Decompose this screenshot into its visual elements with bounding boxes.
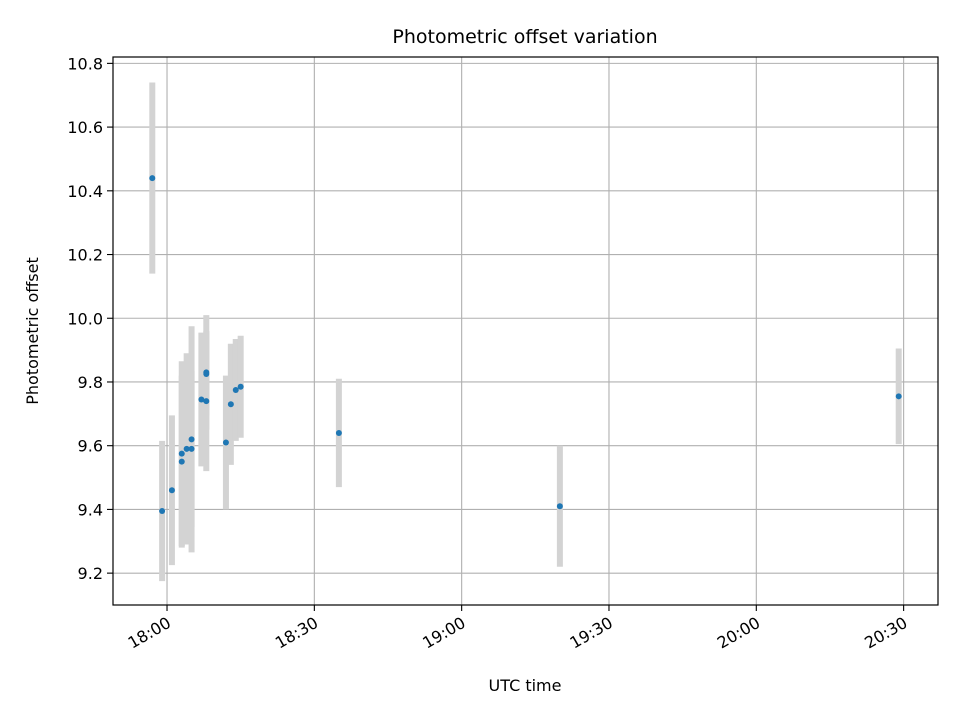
x-tick-label: 19:00: [419, 613, 468, 653]
data-point: [203, 398, 210, 405]
plot-frame: [112, 56, 939, 606]
x-tick-label: 19:30: [567, 613, 616, 653]
data-point: [335, 429, 342, 436]
y-tick-label: 10.4: [67, 182, 103, 201]
y-axis-label: Photometric offset: [23, 257, 42, 405]
y-axis-ticks: 9.2 9.4 9.6 9.8 10.0 10.2 10.4 10.6 10.8: [67, 54, 113, 583]
data-point: [188, 436, 195, 443]
x-tick-label: 20:30: [861, 613, 910, 653]
data-point: [168, 487, 175, 494]
y-tick-label: 9.6: [78, 437, 103, 456]
data-point: [222, 439, 229, 446]
y-tick-label: 9.4: [78, 500, 103, 519]
y-tick-label: 10.8: [67, 54, 103, 73]
grid-lines: [113, 57, 938, 605]
data-point: [178, 450, 185, 457]
data-point: [178, 458, 185, 465]
data-point: [198, 396, 205, 403]
data-point: [227, 401, 234, 408]
x-axis-label: UTC time: [489, 676, 562, 695]
y-tick-label: 10.6: [67, 118, 103, 137]
data-point: [556, 503, 563, 510]
x-axis-ticks: 18:00 18:30 19:00 19:30 20:00 20:30: [125, 605, 911, 653]
x-tick-label: 18:30: [272, 613, 321, 653]
data-point: [149, 175, 156, 182]
data-point: [895, 393, 902, 400]
y-tick-label: 10.2: [67, 246, 103, 265]
y-tick-label: 9.8: [78, 373, 103, 392]
data-points: [149, 175, 902, 515]
error-bars: [149, 82, 902, 582]
x-tick-label: 18:00: [125, 613, 174, 653]
data-point: [159, 508, 166, 515]
data-point: [203, 369, 210, 376]
data-point: [188, 445, 195, 452]
y-tick-label: 9.2: [78, 564, 103, 583]
data-point: [232, 386, 239, 393]
data-point: [183, 445, 190, 452]
y-tick-label: 10.0: [67, 309, 103, 328]
x-tick-label: 20:00: [714, 613, 763, 653]
data-point: [237, 383, 244, 390]
chart-title: Photometric offset variation: [392, 26, 657, 48]
